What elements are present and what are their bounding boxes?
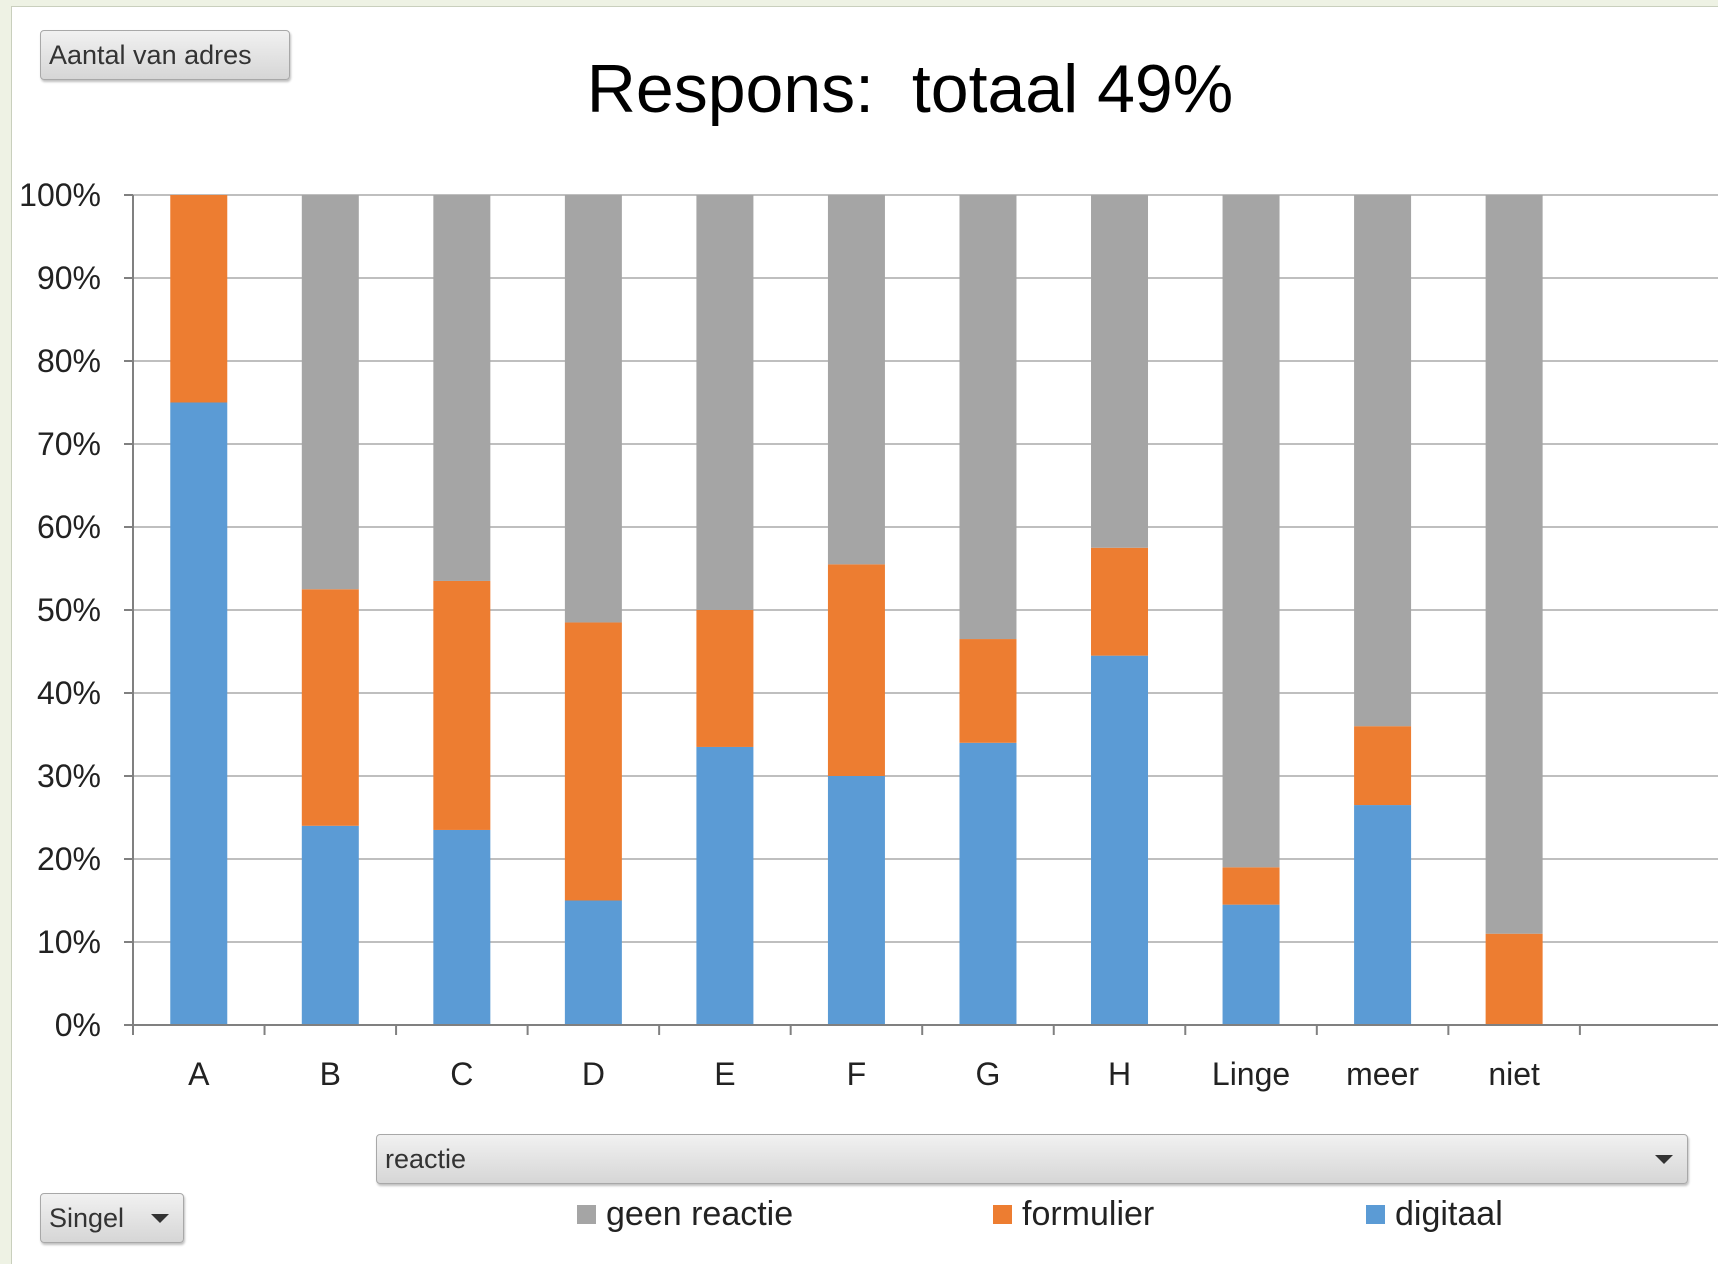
legend-swatch	[577, 1205, 596, 1224]
bar-segment-formulier	[959, 639, 1017, 743]
bar-segment-formulier	[827, 564, 885, 776]
y-tick-label: 70%	[37, 426, 101, 462]
bar-segment-geen-reactie	[1222, 195, 1280, 868]
legend-swatch	[993, 1205, 1012, 1224]
y-tick-label: 90%	[37, 260, 101, 296]
bar-segment-digitaal	[696, 746, 754, 1025]
bar-segment-formulier	[433, 580, 491, 830]
bar-segment-geen-reactie	[696, 195, 754, 610]
legend-item-digitaal: digitaal	[1366, 1195, 1503, 1234]
y-tick-label: 100%	[19, 177, 101, 213]
bar-segment-formulier	[301, 589, 359, 826]
bar-segment-formulier	[1091, 547, 1149, 656]
bar-segment-geen-reactie	[959, 195, 1017, 640]
axis-field-label: Singel	[49, 1202, 125, 1233]
y-tick-label: 60%	[37, 509, 101, 545]
y-tick-label: 30%	[37, 758, 101, 794]
value-field-button[interactable]: Aantal van adres	[40, 30, 290, 80]
x-tick-label: B	[320, 1056, 341, 1092]
x-tick-label: C	[450, 1056, 473, 1092]
bar-segment-geen-reactie	[1091, 195, 1149, 548]
bar-segment-formulier	[696, 610, 754, 747]
bar-segment-formulier	[170, 195, 228, 403]
x-tick-label: E	[714, 1056, 735, 1092]
x-tick-label: niet	[1488, 1056, 1540, 1092]
bar-segment-geen-reactie	[433, 195, 491, 581]
chevron-down-icon[interactable]	[151, 1214, 169, 1223]
bar-segment-formulier	[564, 622, 622, 901]
bar-segment-formulier	[1485, 933, 1543, 1025]
bar-segment-digitaal	[170, 402, 228, 1025]
y-tick-label: 20%	[37, 841, 101, 877]
x-tick-label: meer	[1346, 1056, 1419, 1092]
bar-segment-digitaal	[433, 829, 491, 1025]
bar-segment-formulier	[1354, 726, 1412, 806]
chart-legend: geen reactie formulier digitaal	[0, 1195, 1718, 1239]
y-tick-label: 50%	[37, 592, 101, 628]
bar-segment-geen-reactie	[827, 195, 885, 565]
x-tick-label: G	[976, 1056, 1001, 1092]
y-tick-label: 40%	[37, 675, 101, 711]
bar-segment-digitaal	[1354, 805, 1412, 1025]
legend-field-dropdown[interactable]: reactie	[376, 1134, 1688, 1184]
bar-segment-geen-reactie	[301, 195, 359, 590]
legend-label: geen reactie	[606, 1195, 794, 1233]
chevron-down-icon[interactable]	[1655, 1155, 1673, 1164]
x-tick-label: F	[847, 1056, 867, 1092]
legend-item-formulier: formulier	[993, 1195, 1154, 1234]
bar-segment-geen-reactie	[564, 195, 622, 623]
y-tick-label: 0%	[55, 1007, 101, 1043]
bar-segment-digitaal	[1222, 904, 1280, 1025]
x-tick-label: A	[188, 1056, 210, 1092]
bar-segment-digitaal	[959, 742, 1017, 1025]
bar-segment-digitaal	[827, 776, 885, 1025]
bar-segment-geen-reactie	[1485, 195, 1543, 934]
bar-segment-digitaal	[301, 825, 359, 1025]
bar-segment-formulier	[1222, 867, 1280, 905]
y-tick-label: 80%	[37, 343, 101, 379]
bar-segment-digitaal	[1091, 655, 1149, 1025]
bar-segment-geen-reactie	[1354, 195, 1412, 727]
legend-label: formulier	[1022, 1195, 1155, 1233]
x-tick-label: D	[582, 1056, 605, 1092]
legend-item-geen-reactie: geen reactie	[577, 1195, 793, 1234]
x-tick-label: Linge	[1212, 1056, 1290, 1092]
y-tick-label: 10%	[37, 924, 101, 960]
chart-title: Respons: totaal 49%	[586, 51, 1234, 127]
bar-segment-digitaal	[564, 900, 622, 1025]
legend-label: digitaal	[1395, 1195, 1503, 1233]
value-field-label: Aantal van adres	[49, 39, 252, 70]
x-tick-label: H	[1108, 1056, 1131, 1092]
axis-field-dropdown[interactable]: Singel	[40, 1193, 184, 1243]
legend-swatch	[1366, 1205, 1385, 1224]
legend-field-label: reactie	[385, 1143, 467, 1174]
